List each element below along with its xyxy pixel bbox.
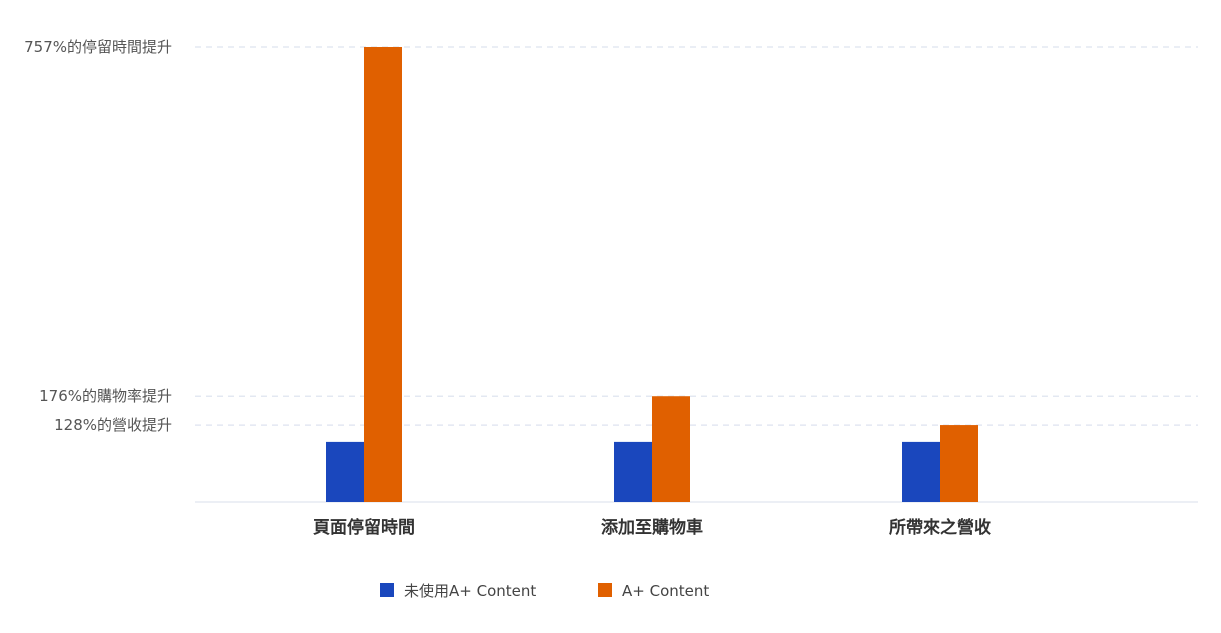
x-tick-labels: 頁面停留時間 添加至購物車 所帶來之營收 [313, 517, 991, 538]
legend-swatch-2 [598, 583, 612, 597]
y-tick-label-2: 176%的購物率提升 [39, 387, 172, 405]
bar-1-series-1[interactable] [326, 441, 364, 502]
y-tick-label-1: 757%的停留時間提升 [24, 38, 172, 56]
legend-swatch-1 [380, 583, 394, 597]
bar-2-series-2[interactable] [652, 396, 690, 502]
gridlines [195, 46, 1198, 426]
y-tick-labels: 757%的停留時間提升 176%的購物率提升 128%的營收提升 [24, 38, 172, 434]
bar-3-series-1[interactable] [902, 441, 940, 502]
bar-1-series-2[interactable] [364, 47, 402, 502]
y-tick-label-3: 128%的營收提升 [54, 416, 172, 434]
legend-item-1[interactable]: 未使用A+ Content [380, 582, 536, 600]
legend-item-2[interactable]: A+ Content [598, 582, 709, 600]
x-tick-label-1: 頁面停留時間 [313, 517, 415, 538]
legend-label-2: A+ Content [622, 582, 709, 600]
legend: 未使用A+ Content A+ Content [380, 582, 709, 600]
x-tick-label-3: 所帶來之營收 [889, 517, 991, 538]
bars [326, 47, 978, 502]
legend-label-1: 未使用A+ Content [404, 582, 536, 600]
bar-3-series-2[interactable] [940, 425, 978, 502]
x-tick-label-2: 添加至購物車 [601, 517, 703, 538]
bar-2-series-1[interactable] [614, 441, 652, 502]
